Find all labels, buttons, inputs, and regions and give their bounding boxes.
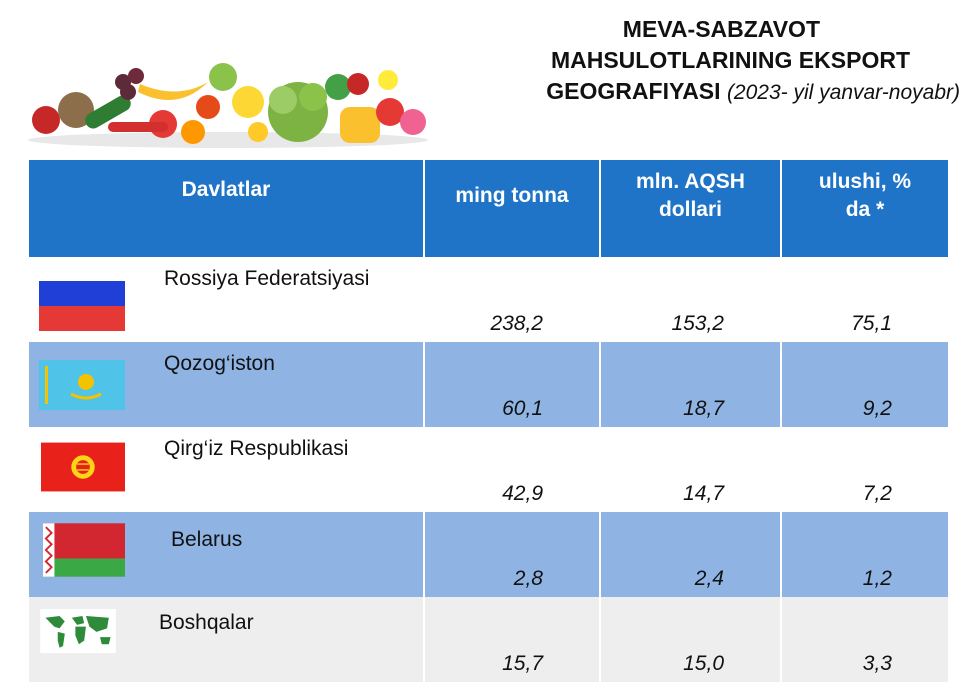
usd-cell: 15,0 bbox=[600, 597, 782, 682]
share-cell: 9,2 bbox=[781, 342, 948, 427]
belarus-flag-icon bbox=[43, 523, 125, 577]
country-cell: Qirg‘iz Respublikasi bbox=[29, 427, 425, 512]
usd-value: 15,0 bbox=[683, 652, 724, 675]
header-share-percent-text: ulushi, % da * bbox=[818, 170, 912, 221]
table-row: Rossiya Federatsiyasi 238,2 153,2 75,1 bbox=[29, 257, 948, 342]
header-share-percent: ulushi, % da * bbox=[781, 160, 948, 257]
share-value: 1,2 bbox=[862, 567, 892, 590]
share-cell: 7,2 bbox=[781, 427, 948, 512]
tonnes-cell: 15,7 bbox=[424, 597, 601, 682]
table-row: Boshqalar 15,7 15,0 3,3 bbox=[29, 597, 948, 682]
country-cell: Boshqalar bbox=[29, 597, 425, 682]
usd-cell: 18,7 bbox=[600, 342, 782, 427]
tonnes-cell: 2,8 bbox=[424, 512, 601, 597]
share-value: 9,2 bbox=[862, 397, 892, 420]
table-row: Qirg‘iz Respublikasi 42,9 14,7 7,2 bbox=[29, 427, 948, 512]
tonnes-value: 60,1 bbox=[502, 397, 543, 420]
tonnes-cell: 238,2 bbox=[424, 257, 601, 342]
table-row: Qozog‘iston 60,1 18,7 9,2 bbox=[29, 342, 948, 427]
country-cell: Qozog‘iston bbox=[29, 342, 425, 427]
header-thousand-tonnes: ming tonna bbox=[424, 160, 601, 257]
usd-value: 14,7 bbox=[683, 482, 724, 505]
usd-value: 18,7 bbox=[683, 397, 724, 420]
tonnes-value: 15,7 bbox=[502, 652, 543, 675]
title-line-3: GEOGRAFIYASI (2023- yil yanvar-noyabr) bbox=[440, 76, 960, 108]
header-million-usd: mln. AQSH dollari bbox=[600, 160, 782, 257]
usd-cell: 14,7 bbox=[600, 427, 782, 512]
kyrgyzstan-flag-icon bbox=[41, 442, 125, 492]
title-line-1: MEVA-SABZAVOT bbox=[622, 16, 820, 42]
table-row: Belarus 2,8 2,4 1,2 bbox=[29, 512, 948, 597]
country-cell: Belarus bbox=[29, 512, 425, 597]
country-cell: Rossiya Federatsiyasi bbox=[29, 257, 425, 342]
tonnes-value: 42,9 bbox=[502, 482, 543, 505]
country-name: Belarus bbox=[171, 528, 243, 551]
header-thousand-tonnes-text: ming tonna bbox=[455, 184, 569, 207]
share-value: 75,1 bbox=[851, 312, 892, 335]
share-value: 7,2 bbox=[862, 482, 892, 505]
world-map-icon bbox=[40, 609, 116, 653]
usd-cell: 2,4 bbox=[600, 512, 782, 597]
table-header-row: Davlatlar ming tonna mln. AQSH dollari u… bbox=[29, 160, 948, 257]
header-countries: Davlatlar bbox=[29, 160, 425, 257]
share-cell: 3,3 bbox=[781, 597, 948, 682]
tonnes-cell: 60,1 bbox=[424, 342, 601, 427]
russia-flag-icon bbox=[39, 281, 125, 331]
share-cell: 1,2 bbox=[781, 512, 948, 597]
title-line-3-text: GEOGRAFIYASI bbox=[546, 78, 721, 104]
export-table: Davlatlar ming tonna mln. AQSH dollari u… bbox=[29, 160, 948, 682]
tonnes-value: 2,8 bbox=[513, 567, 543, 590]
share-cell: 75,1 bbox=[781, 257, 948, 342]
share-value: 3,3 bbox=[862, 652, 892, 675]
page-title: MEVA-SABZAVOT MAHSULOTLARINING EKSPORT G… bbox=[440, 14, 960, 108]
tonnes-cell: 42,9 bbox=[424, 427, 601, 512]
header-million-usd-text: mln. AQSH dollari bbox=[636, 170, 745, 221]
kazakhstan-flag-icon bbox=[39, 360, 125, 410]
country-name: Rossiya Federatsiyasi bbox=[164, 267, 370, 290]
title-period: (2023- yil yanvar-noyabr) bbox=[726, 81, 960, 104]
title-line-2: MAHSULOTLARINING EKSPORT bbox=[550, 47, 910, 73]
usd-value: 153,2 bbox=[671, 312, 724, 335]
fruits-vegetables-image bbox=[28, 63, 428, 148]
usd-value: 2,4 bbox=[694, 567, 724, 590]
country-name: Boshqalar bbox=[159, 611, 254, 634]
tonnes-value: 238,2 bbox=[490, 312, 543, 335]
country-name: Qirg‘iz Respublikasi bbox=[164, 437, 349, 460]
usd-cell: 153,2 bbox=[600, 257, 782, 342]
country-name: Qozog‘iston bbox=[164, 352, 275, 375]
